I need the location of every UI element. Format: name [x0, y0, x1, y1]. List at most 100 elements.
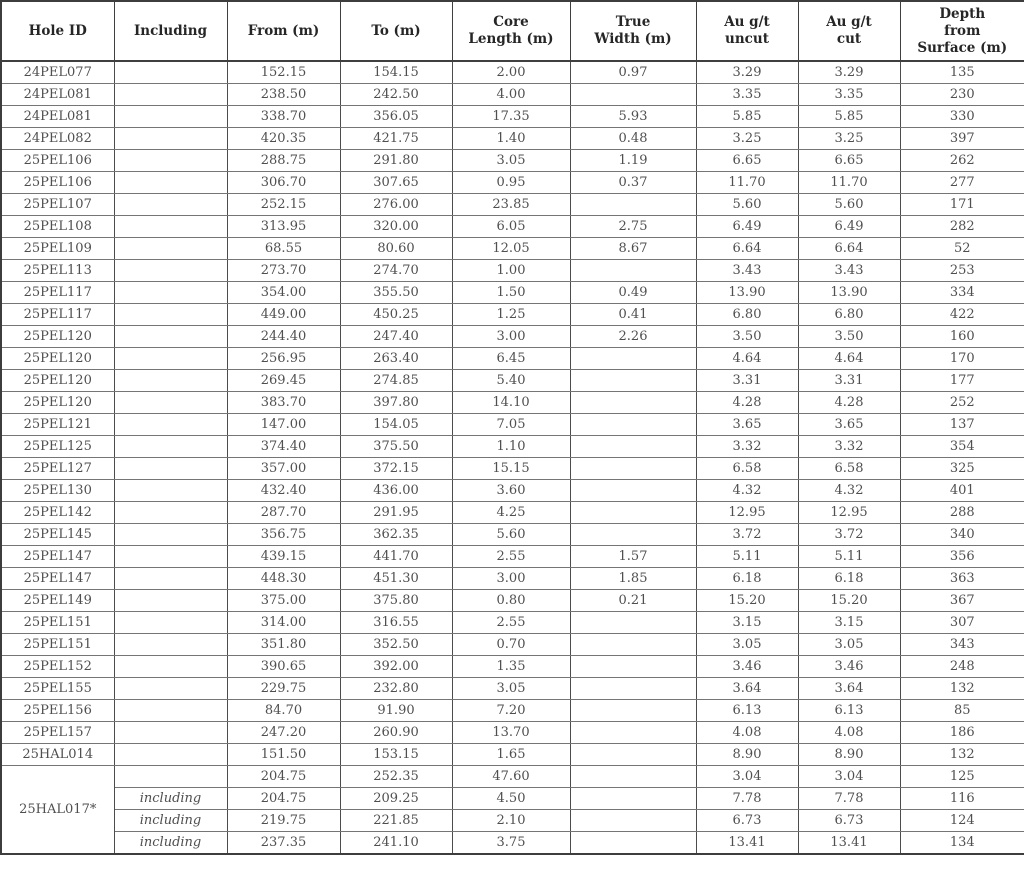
cell-to_m: 307.65: [339, 171, 453, 194]
cell-au_gpt_cut: 4.08: [797, 721, 901, 744]
cell-true_width_m: [569, 391, 697, 414]
cell-au_gpt_uncut: 6.18: [695, 567, 799, 590]
cell-au_gpt_cut: 5.60: [797, 193, 901, 216]
cell-hole_id: 25PEL120: [0, 325, 115, 348]
cell-au_gpt_cut: 6.49: [797, 215, 901, 238]
table-row: including 237.35 241.10 3.75 13.41 13.41 134: [1, 831, 1024, 855]
table-head: Hole ID Including From (m) To (m) Core Length…: [0, 0, 1024, 62]
cell-true_width_m: [569, 611, 697, 634]
table-row: including 219.75 221.85 2.10 6.73 6.73 124: [1, 809, 1024, 832]
cell-hole_id: 24PEL081: [0, 105, 115, 128]
cell-au_gpt_cut: 11.70: [797, 171, 901, 194]
cell-from_m: 432.40: [226, 479, 341, 502]
cell-au_gpt_uncut: 3.35: [695, 83, 799, 106]
cell-depth_from_surface_m: 132: [899, 743, 1024, 766]
cell-au_gpt_uncut: 4.08: [695, 721, 799, 744]
cell-core_length_m: 13.70: [451, 721, 571, 744]
cell-au_gpt_uncut: 3.50: [695, 325, 799, 348]
table-row: 25HAL017* 204.75 252.35 47.60 3.04 3.04 125: [0, 765, 1024, 855]
cell-to_m: 316.55: [339, 611, 453, 634]
cell-core_length_m: 17.35: [451, 105, 571, 128]
column-header-line: Au g/t: [826, 14, 872, 30]
table-row: 25PEL113 273.70 274.70 1.00 3.43 3.43 253: [0, 259, 1024, 282]
cell-au_gpt_uncut: 5.60: [695, 193, 799, 216]
table-row: 25PEL117 354.00 355.50 1.50 0.49 13.90 13.90 33…: [0, 281, 1024, 304]
cell-including: [113, 589, 228, 612]
cell-to_m: 352.50: [339, 633, 453, 656]
cell-au_gpt_uncut: 6.80: [695, 303, 799, 326]
cell-hole_id: 25PEL113: [0, 259, 115, 282]
cell-including: [113, 303, 228, 326]
cell-au_gpt_uncut: 4.28: [695, 391, 799, 414]
cell-au_gpt_cut: 5.85: [797, 105, 901, 128]
cell-depth_from_surface_m: 282: [899, 215, 1024, 238]
cell-including: [113, 523, 228, 546]
cell-depth_from_surface_m: 253: [899, 259, 1024, 282]
column-header-line: Including: [133, 22, 208, 39]
cell-including: including: [113, 787, 228, 810]
cell-to_m: 232.80: [339, 677, 453, 700]
cell-true_width_m: 5.93: [569, 105, 697, 128]
cell-to_m: 154.05: [339, 413, 453, 436]
cell-from_m: 252.15: [226, 193, 341, 216]
table-row: 25PEL151 314.00 316.55 2.55 3.15 3.15 307: [0, 611, 1024, 634]
column-header-line: Depth: [939, 5, 986, 22]
cell-au_gpt_uncut: 3.64: [695, 677, 799, 700]
cell-including: [113, 611, 228, 634]
cell-au_gpt_uncut: 6.73: [695, 809, 799, 832]
cell-hole_id: 25PEL108: [0, 215, 115, 238]
cell-depth_from_surface_m: 277: [899, 171, 1024, 194]
cell-hole_id: 25PEL120: [0, 391, 115, 414]
cell-hole_id: 25PEL151: [0, 611, 115, 634]
table-row: 25PEL120 256.95 263.40 6.45 4.64 4.64 170: [0, 347, 1024, 370]
cell-from_m: 237.35: [226, 831, 341, 855]
cell-including: [113, 281, 228, 304]
cell-au_gpt_cut: 6.80: [797, 303, 901, 326]
cell-to_m: 263.40: [339, 347, 453, 370]
cell-core_length_m: 3.75: [451, 831, 571, 855]
cell-hole_id: 25PEL145: [0, 523, 115, 546]
cell-au_gpt_uncut: 3.46: [695, 655, 799, 678]
cell-hole_id: 24PEL082: [0, 127, 115, 150]
cell-from_m: 247.20: [226, 721, 341, 744]
cell-depth_from_surface_m: 343: [899, 633, 1024, 656]
cell-from_m: 354.00: [226, 281, 341, 304]
column-header-hole_id: Hole ID: [0, 0, 115, 62]
cell-au_gpt_cut: 3.04: [797, 765, 901, 788]
cell-core_length_m: 12.05: [451, 237, 571, 260]
cell-including: [113, 677, 228, 700]
cell-au_gpt_cut: 3.35: [797, 83, 901, 106]
cell-hole_id: 25PEL117: [0, 303, 115, 326]
cell-true_width_m: [569, 413, 697, 436]
cell-hole_id: 25HAL014: [0, 743, 115, 766]
cell-core_length_m: 0.70: [451, 633, 571, 656]
cell-core_length_m: 1.10: [451, 435, 571, 458]
table-row: including 204.75 209.25 4.50 7.78 7.78 116: [1, 787, 1024, 810]
cell-hole_id: 25PEL120: [0, 369, 115, 392]
cell-depth_from_surface_m: 363: [899, 567, 1024, 590]
cell-true_width_m: 0.48: [569, 127, 697, 150]
cell-core_length_m: 4.00: [451, 83, 571, 106]
cell-au_gpt_uncut: 6.64: [695, 237, 799, 260]
table-row: 25PEL157 247.20 260.90 13.70 4.08 4.08 186: [0, 721, 1024, 744]
cell-from_m: 306.70: [226, 171, 341, 194]
cell-hole_id: 25PEL155: [0, 677, 115, 700]
cell-core_length_m: 5.60: [451, 523, 571, 546]
cell-from_m: 147.00: [226, 413, 341, 436]
cell-including: [113, 171, 228, 194]
cell-from_m: 314.00: [226, 611, 341, 634]
cell-core_length_m: 1.40: [451, 127, 571, 150]
cell-au_gpt_uncut: 3.15: [695, 611, 799, 634]
cell-from_m: 375.00: [226, 589, 341, 612]
table-row: 25PEL155 229.75 232.80 3.05 3.64 3.64 132: [0, 677, 1024, 700]
cell-au_gpt_cut: 6.65: [797, 149, 901, 172]
cell-au_gpt_cut: 12.95: [797, 501, 901, 524]
cell-true_width_m: [569, 479, 697, 502]
cell-depth_from_surface_m: 288: [899, 501, 1024, 524]
header-row: Hole ID Including From (m) To (m) Core Length…: [0, 0, 1024, 62]
cell-from_m: 68.55: [226, 237, 341, 260]
cell-depth_from_surface_m: 252: [899, 391, 1024, 414]
column-header-line: from: [944, 22, 981, 39]
cell-including: [113, 149, 228, 172]
cell-core_length_m: 3.05: [451, 677, 571, 700]
